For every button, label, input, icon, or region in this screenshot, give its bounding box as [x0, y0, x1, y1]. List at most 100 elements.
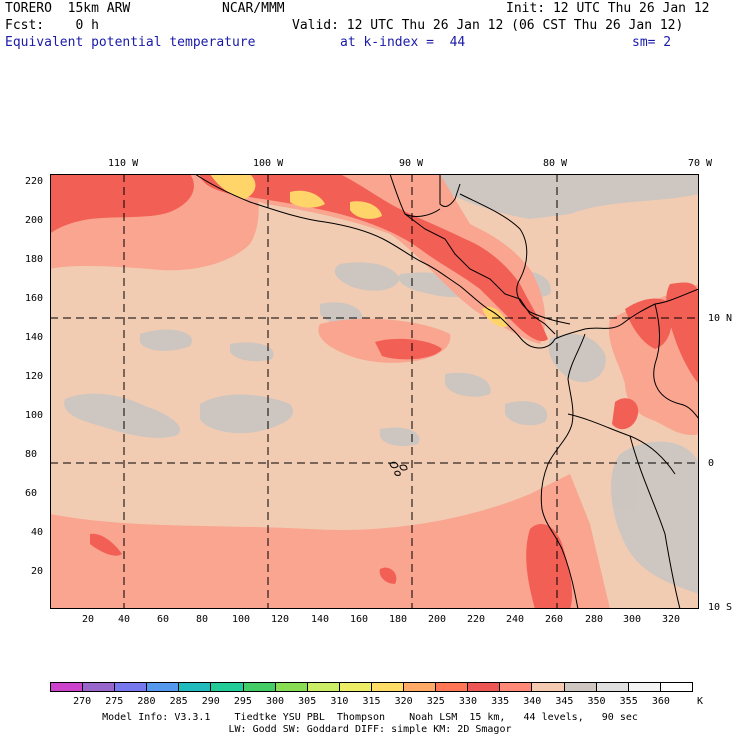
colorbar-swatch — [468, 683, 501, 691]
caribbean-coast — [459, 193, 571, 325]
yucatan — [439, 174, 461, 207]
cool-patch — [380, 427, 420, 447]
hottest-patch — [350, 201, 382, 219]
forecast-hour: Fcst: 0 h — [5, 18, 99, 33]
colombia-ecuador-border — [567, 413, 676, 475]
x-tick: 60 — [157, 614, 170, 625]
colorbar-swatch — [211, 683, 244, 691]
y-tick: 160 — [25, 293, 44, 304]
x-tick: 160 — [350, 614, 369, 625]
colorbar-level-label: 270 — [73, 696, 92, 707]
init-time: Init: 12 UTC Thu 26 Jan 12 — [506, 1, 710, 16]
colorbar-level-label: 350 — [587, 696, 606, 707]
hot-patch — [50, 174, 194, 234]
colorbar-swatch — [596, 683, 629, 691]
physics-info: LW: Godd SW: Goddard DIFF: simple KM: 2D… — [228, 724, 512, 735]
lon-label: 100 W — [253, 158, 284, 169]
x-tick: 120 — [271, 614, 290, 625]
colorbar-swatch — [628, 683, 661, 691]
cool-patch — [200, 394, 294, 434]
smoothing-label: sm= 2 — [632, 35, 672, 50]
x-tick: 300 — [623, 614, 642, 625]
cool-regions — [64, 174, 699, 594]
lon-label: 80 W — [543, 158, 568, 169]
model-info: Model Info: V3.3.1 Tiedtke YSU PBL Thomp… — [102, 712, 638, 723]
hottest-patch — [290, 190, 325, 208]
colombia-venezuela-border — [653, 303, 699, 420]
colorbar-level-label: 325 — [426, 696, 445, 707]
x-tick: 180 — [389, 614, 408, 625]
x-tick: 260 — [545, 614, 564, 625]
colorbar-level-label: 320 — [394, 696, 413, 707]
center-label: NCAR/MMM — [222, 1, 285, 16]
galapagos — [389, 461, 408, 476]
cool-patch — [445, 372, 491, 397]
hot-patch — [625, 298, 672, 349]
x-tick: 100 — [232, 614, 251, 625]
warm-patch — [195, 174, 546, 344]
y-tick: 140 — [25, 332, 44, 343]
colorbar-swatch — [83, 683, 116, 691]
coastlines — [194, 174, 699, 609]
hot-patch — [379, 567, 397, 584]
colorbar-swatch — [243, 683, 276, 691]
y-tick: 20 — [31, 566, 44, 577]
x-tick: 140 — [311, 614, 330, 625]
colorbar-level-label: 340 — [523, 696, 542, 707]
y-tick: 100 — [25, 410, 44, 421]
colorbar-swatch — [115, 683, 148, 691]
x-tick: 280 — [585, 614, 604, 625]
y-tick: 200 — [25, 215, 44, 226]
colorbar-swatch — [500, 683, 533, 691]
colorbar-swatch — [339, 683, 372, 691]
y-tick: 40 — [31, 527, 44, 538]
x-tick: 200 — [428, 614, 447, 625]
colorbar-level-label: 275 — [105, 696, 124, 707]
cool-patch — [64, 393, 181, 438]
colorbar-level-label: 335 — [491, 696, 510, 707]
colorbar-level-label: 300 — [266, 696, 285, 707]
colorbar-level-label: 280 — [137, 696, 156, 707]
south-america-coast — [540, 333, 586, 609]
panama-colombia — [554, 288, 699, 340]
colorbar-level-label: 305 — [298, 696, 317, 707]
hottest-patch — [482, 306, 508, 328]
map-frame — [50, 174, 699, 609]
y-tick: 60 — [25, 488, 38, 499]
cool-patch — [435, 174, 699, 219]
colorbar-level-label: 355 — [619, 696, 638, 707]
hot-patch — [666, 282, 699, 384]
lat-label: 0 — [708, 458, 715, 469]
colorbar-swatch — [51, 683, 84, 691]
valid-time: Valid: 12 UTC Thu 26 Jan 12 (06 CST Thu … — [292, 18, 684, 33]
model-title: TORERO 15km ARW — [5, 1, 131, 16]
x-tick: 320 — [662, 614, 681, 625]
warm-band — [50, 474, 610, 609]
colorbar-level-label: 315 — [362, 696, 381, 707]
colorbar — [50, 682, 693, 692]
colorbar-swatch — [147, 683, 180, 691]
y-tick: 220 — [25, 176, 44, 187]
cool-patch — [505, 401, 548, 426]
hottest-regions — [210, 174, 508, 328]
cool-patch — [230, 342, 274, 362]
colorbar-level-label: 345 — [555, 696, 574, 707]
colorbar-swatch — [660, 683, 692, 691]
colorbar-level-label: 360 — [651, 696, 670, 707]
colorbar-swatch — [564, 683, 597, 691]
colorbar-swatch — [307, 683, 340, 691]
colorbar-swatch — [179, 683, 212, 691]
peru-brazil-border — [629, 435, 681, 609]
y-tick: 80 — [25, 449, 38, 460]
x-tick: 80 — [196, 614, 209, 625]
x-tick: 240 — [506, 614, 525, 625]
mexico-coast — [194, 174, 556, 349]
theta-e-map — [50, 174, 699, 609]
colorbar-unit: K — [697, 696, 704, 707]
cool-patch — [548, 334, 606, 383]
colorbar-swatch — [404, 683, 437, 691]
graticule — [50, 174, 699, 609]
colorbar-swatch — [436, 683, 469, 691]
hot-patch — [375, 338, 442, 360]
lon-label: 70 W — [688, 158, 713, 169]
